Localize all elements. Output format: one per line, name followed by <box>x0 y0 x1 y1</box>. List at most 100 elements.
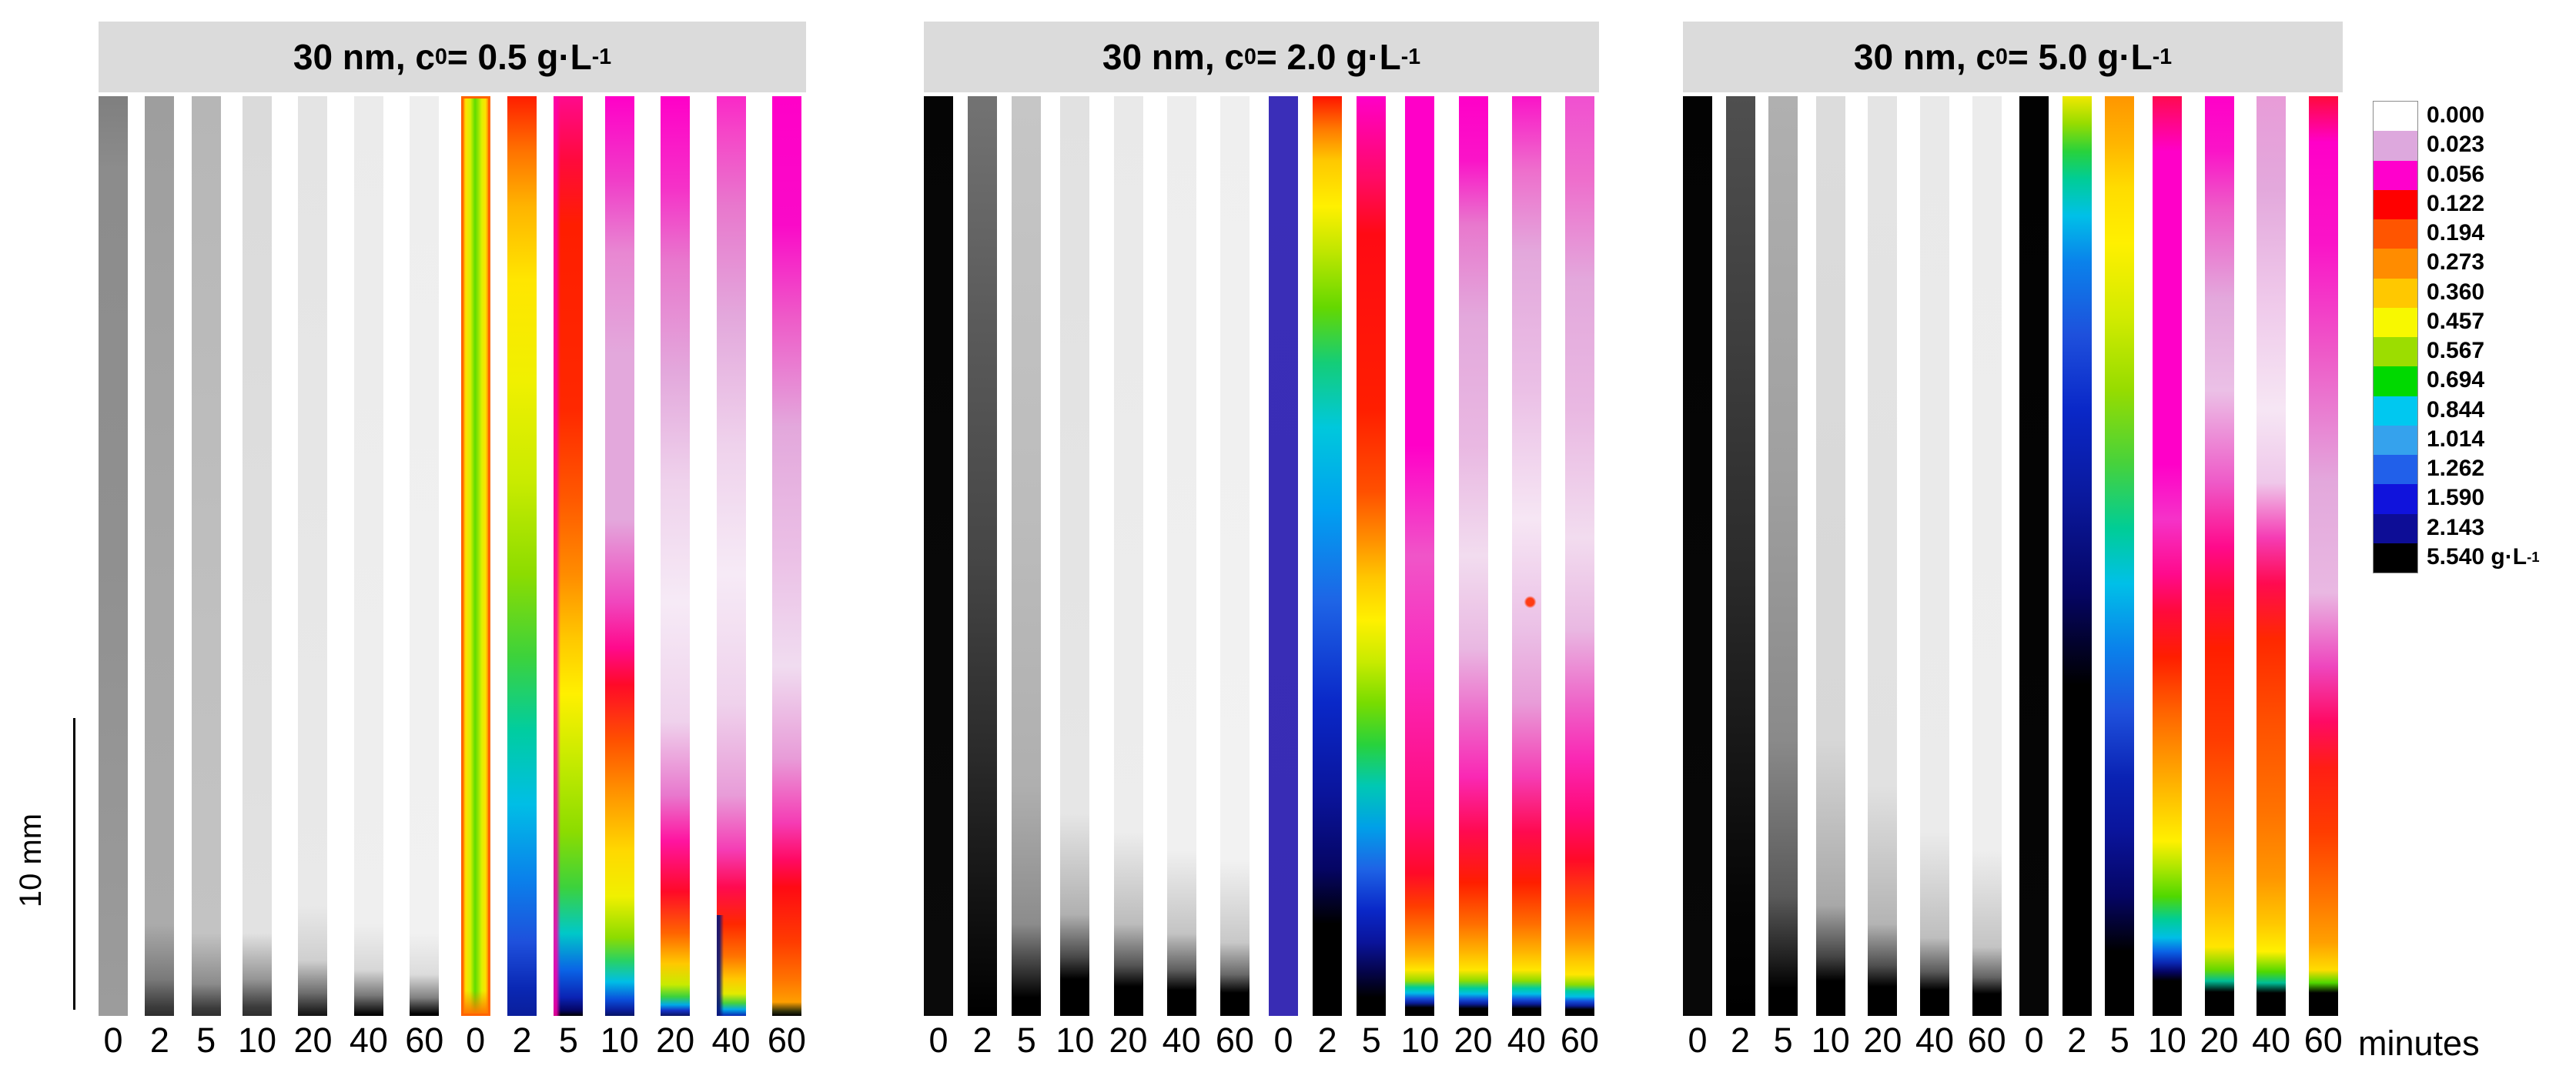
colorbar-segment <box>2374 102 2417 132</box>
time-tick-label: 2 <box>2067 1021 2087 1060</box>
strips-row: 0 2 5 10 20 40 60 0 2 5 10 20 40 60 <box>1683 96 2343 1059</box>
title-subscript: 0 <box>1995 44 2008 69</box>
concentration-map-strip-t0 <box>2019 96 2049 1016</box>
concentration-map-strip-t2 <box>507 96 537 1016</box>
concentration-map-strip-t5 <box>2105 96 2135 1016</box>
colorbar-segment <box>2374 307 2417 337</box>
concentration-map-strip-t10 <box>604 96 634 1016</box>
colorbar-tick-label: 0.457 <box>2427 308 2485 334</box>
strip-column: 60 <box>1216 96 1254 1059</box>
strip-column: 40 <box>350 96 388 1059</box>
concentration-map-strip-t2 <box>2062 96 2092 1016</box>
colorbar-segment <box>2374 219 2417 249</box>
concentration-map-strip-t0 <box>1269 96 1299 1016</box>
time-tick-label: 20 <box>293 1021 333 1060</box>
time-tick-label: 10 <box>2147 1021 2186 1060</box>
photo-strip-t5 <box>1768 96 1798 1016</box>
strip-column: 20 <box>1863 96 1902 1059</box>
photo-strip-t20 <box>1868 96 1898 1016</box>
time-tick-label: 2 <box>149 1021 169 1060</box>
concentration-map-strip-t40 <box>716 96 746 1016</box>
strip-column: 0 <box>460 96 490 1059</box>
colorbar-segment <box>2374 484 2417 514</box>
strip-column: 5 <box>191 96 221 1060</box>
strip-column: 10 <box>601 96 639 1059</box>
strip-column: 5 <box>2105 96 2135 1060</box>
time-tick-label: 10 <box>1400 1021 1440 1060</box>
strip-column: 20 <box>2200 96 2239 1059</box>
concentration-map-strip-t60 <box>771 96 801 1016</box>
colorbar <box>2373 101 2418 573</box>
strip-column: 40 <box>1507 96 1546 1059</box>
scale-bar-line <box>73 718 75 1010</box>
strip-column: 20 <box>1109 96 1148 1059</box>
time-tick-label: 5 <box>196 1021 216 1060</box>
time-tick-label: 20 <box>656 1021 695 1060</box>
colorbar-segment <box>2374 189 2417 219</box>
colorbar-unit-superscript: -1 <box>2527 548 2540 565</box>
strip-column: 40 <box>2252 96 2290 1059</box>
time-tick-label: 5 <box>558 1021 578 1060</box>
colorbar-segment <box>2374 425 2417 455</box>
strip-column: 10 <box>1055 96 1094 1059</box>
colorbar-segment <box>2374 543 2417 573</box>
strip-column: 2 <box>507 96 537 1059</box>
colorbar-segment <box>2374 513 2417 543</box>
time-tick-label: 40 <box>349 1021 388 1060</box>
time-tick-label: 0 <box>1273 1021 1293 1060</box>
title-text: 30 nm, c <box>293 37 435 77</box>
concentration-map-strip-t0 <box>460 96 490 1016</box>
strip-column: 60 <box>768 96 806 1059</box>
photo-strip-t60 <box>1219 96 1250 1016</box>
colorbar-tick-label: 0.056 <box>2427 161 2485 187</box>
photo-strip-t40 <box>1919 96 1949 1016</box>
time-tick-label: 0 <box>1688 1021 1708 1060</box>
time-tick-label: 20 <box>1863 1021 1902 1060</box>
photo-strip-t2 <box>145 96 175 1016</box>
strips-row: 0 2 5 10 20 40 60 0 2 5 10 20 40 60 <box>99 96 806 1059</box>
photo-strip-t10 <box>1815 96 1845 1016</box>
strip-column: 2 <box>968 96 998 1059</box>
time-tick-label: 2 <box>512 1021 532 1060</box>
time-tick-label: 20 <box>1109 1021 1148 1060</box>
concentration-map-strip-t40 <box>1511 96 1541 1016</box>
strip-column: 2 <box>1313 96 1343 1059</box>
colorbar-segment <box>2374 278 2417 308</box>
scale-bar-label: 10 mm <box>14 813 48 908</box>
photo-strip-t10 <box>1060 96 1090 1016</box>
concentration-map-strip-t10 <box>1405 96 1435 1016</box>
title-subscript: 0 <box>434 44 447 69</box>
strip-column: 60 <box>1968 96 2006 1059</box>
colorbar-tick-label: 0.023 <box>2427 132 2485 158</box>
concentration-map-strip-t20 <box>1458 96 1488 1016</box>
time-tick-label: 10 <box>600 1021 639 1060</box>
time-tick-label: 5 <box>2109 1021 2129 1060</box>
strip-column: 20 <box>1454 96 1493 1059</box>
strip-column: 60 <box>1561 96 1599 1059</box>
time-tick-label: 60 <box>2303 1021 2343 1060</box>
strip-column: 5 <box>1357 96 1387 1060</box>
strip-column: 40 <box>712 96 751 1059</box>
time-tick-label: 60 <box>767 1021 806 1060</box>
title-text: 30 nm, c <box>1853 37 1996 77</box>
photo-strip-t60 <box>1972 96 2002 1016</box>
photo-strip-t5 <box>1012 96 1042 1016</box>
time-tick-label: 40 <box>711 1021 751 1060</box>
colorbar-segment <box>2374 249 2417 279</box>
colorbar-tick-label: 0.000 <box>2427 102 2485 129</box>
strips-row: 0 2 5 10 20 40 60 0 2 5 10 20 40 60 <box>924 96 1599 1059</box>
time-tick-label: 20 <box>1454 1021 1493 1060</box>
time-tick-label: 40 <box>1507 1021 1546 1060</box>
time-tick-label: 20 <box>2200 1021 2239 1060</box>
time-tick-label: 60 <box>405 1021 444 1060</box>
photo-strip-t2 <box>1725 96 1755 1016</box>
concentration-map-strip-t2 <box>1313 96 1343 1016</box>
colorbar-tick-label: 0.694 <box>2427 367 2485 393</box>
time-tick-label: 0 <box>928 1021 948 1060</box>
time-tick-label: 5 <box>1361 1021 1381 1060</box>
time-tick-label: 40 <box>1162 1021 1201 1060</box>
concentration-map-strip-t5 <box>554 96 584 1016</box>
